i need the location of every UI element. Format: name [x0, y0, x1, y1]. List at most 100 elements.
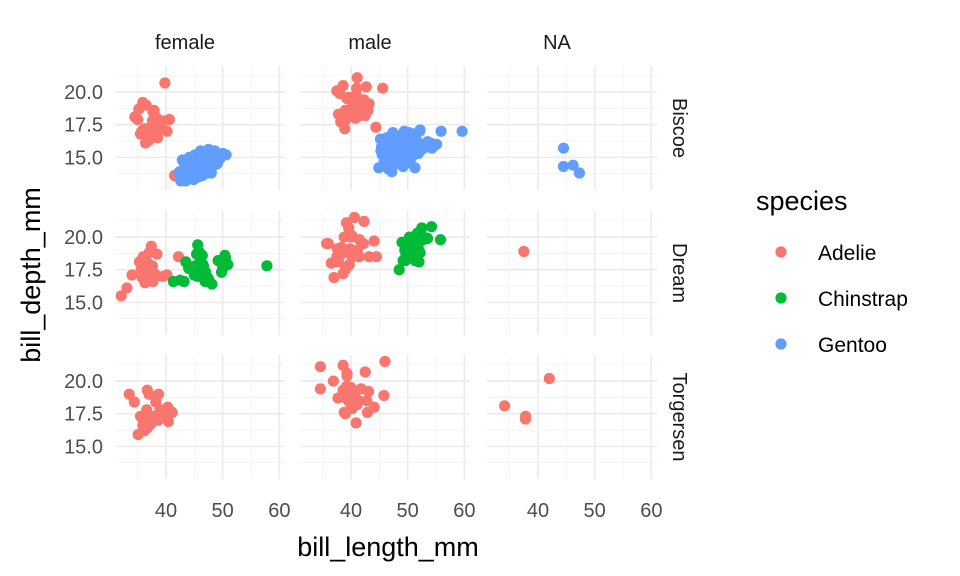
point-adelie — [360, 81, 372, 93]
point-adelie — [166, 406, 178, 418]
point-adelie — [353, 234, 366, 246]
point-adelie — [379, 355, 391, 368]
point-adelie — [133, 256, 145, 268]
panel-NA-Dream — [487, 211, 657, 335]
point-adelie — [499, 400, 511, 412]
point-adelie — [345, 231, 357, 243]
facet-panels — [115, 66, 657, 479]
point-gentoo — [407, 149, 419, 161]
point-adelie — [158, 406, 170, 418]
x-axis-title: bill_length_mm — [297, 532, 479, 562]
row-facet-label: Dream — [668, 243, 690, 303]
panel-male-Torgersen — [300, 355, 470, 479]
row-facet-label: Torgersen — [668, 373, 690, 462]
point-adelie — [138, 266, 151, 278]
point-gentoo — [387, 127, 399, 139]
point-adelie — [147, 275, 159, 288]
point-gentoo — [378, 157, 390, 169]
point-gentoo — [202, 153, 214, 165]
point-adelie — [328, 272, 340, 284]
point-chinstrap — [167, 275, 179, 288]
panel-NA-Torgersen — [487, 355, 657, 479]
point-adelie — [345, 382, 357, 394]
legend-key-adelie — [775, 246, 787, 258]
point-gentoo — [397, 160, 409, 173]
point-adelie — [143, 388, 155, 400]
point-adelie — [337, 359, 349, 371]
legend-key-chinstrap — [775, 292, 787, 304]
point-adelie — [361, 395, 373, 407]
point-adelie — [132, 113, 144, 126]
point-adelie — [314, 383, 326, 395]
point-chinstrap — [200, 266, 212, 278]
point-gentoo — [395, 129, 407, 141]
point-adelie — [341, 370, 353, 382]
point-adelie — [358, 94, 370, 106]
point-chinstrap — [410, 244, 422, 256]
point-adelie — [370, 121, 382, 133]
x-tick-label: 60 — [640, 500, 662, 522]
point-gentoo — [573, 167, 586, 179]
y-tick-label: 15.0 — [64, 292, 103, 314]
point-adelie — [353, 251, 365, 263]
point-adelie — [123, 388, 135, 400]
point-gentoo — [179, 171, 191, 183]
point-adelie — [518, 245, 530, 258]
point-adelie — [136, 412, 148, 424]
point-chinstrap — [421, 232, 434, 244]
point-adelie — [350, 89, 362, 101]
point-adelie — [115, 290, 127, 302]
point-chinstrap — [219, 249, 231, 261]
x-tick-label: 50 — [397, 500, 419, 522]
x-tick-label: 60 — [268, 500, 290, 522]
point-adelie — [314, 361, 326, 373]
point-gentoo — [212, 157, 224, 169]
y-tick-label: 15.0 — [64, 436, 103, 458]
point-adelie — [353, 106, 365, 118]
legend-label: Gentoo — [818, 334, 887, 357]
point-adelie — [161, 125, 173, 137]
point-chinstrap — [195, 255, 207, 267]
y-axis-title: bill_depth_mm — [16, 187, 46, 363]
point-adelie — [159, 77, 171, 89]
point-adelie — [543, 372, 555, 385]
facet-and-tick-labels: female male NA Biscoe Dream Torgersen 15.0 17.5… — [64, 32, 690, 522]
point-adelie — [321, 238, 333, 250]
point-gentoo — [405, 137, 417, 149]
point-gentoo — [196, 170, 208, 182]
point-gentoo — [183, 151, 195, 163]
y-tick-label: 20.0 — [64, 82, 103, 104]
point-adelie — [327, 375, 339, 387]
point-adelie — [140, 137, 152, 149]
point-adelie — [145, 418, 157, 430]
x-tick-label: 40 — [527, 500, 549, 522]
point-chinstrap — [180, 256, 192, 268]
point-gentoo — [376, 141, 388, 153]
y-tick-label: 17.5 — [64, 404, 103, 426]
y-tick-label: 17.5 — [64, 260, 103, 282]
data-points — [115, 72, 586, 441]
row-facet-label: Biscoe — [668, 98, 690, 158]
point-adelie — [377, 82, 389, 94]
point-gentoo — [424, 137, 436, 149]
col-facet-label: male — [348, 32, 391, 54]
point-adelie — [343, 222, 355, 234]
point-gentoo — [390, 141, 402, 153]
y-tick-label: 17.5 — [64, 115, 103, 137]
point-adelie — [325, 257, 337, 269]
y-tick-label: 20.0 — [64, 227, 103, 249]
y-tick-label: 20.0 — [64, 371, 103, 393]
legend: species Adelie Chinstrap Gentoo — [756, 186, 908, 357]
x-tick-label: 50 — [584, 500, 606, 522]
point-adelie — [353, 395, 365, 407]
point-adelie — [339, 123, 351, 135]
point-adelie — [343, 396, 355, 408]
point-adelie — [363, 385, 375, 398]
point-gentoo — [435, 125, 447, 137]
panel-NA-Biscoe — [487, 66, 657, 190]
point-adelie — [337, 268, 349, 280]
point-gentoo — [386, 166, 398, 178]
point-chinstrap — [425, 221, 438, 233]
point-chinstrap — [393, 264, 405, 276]
point-chinstrap — [188, 269, 200, 281]
